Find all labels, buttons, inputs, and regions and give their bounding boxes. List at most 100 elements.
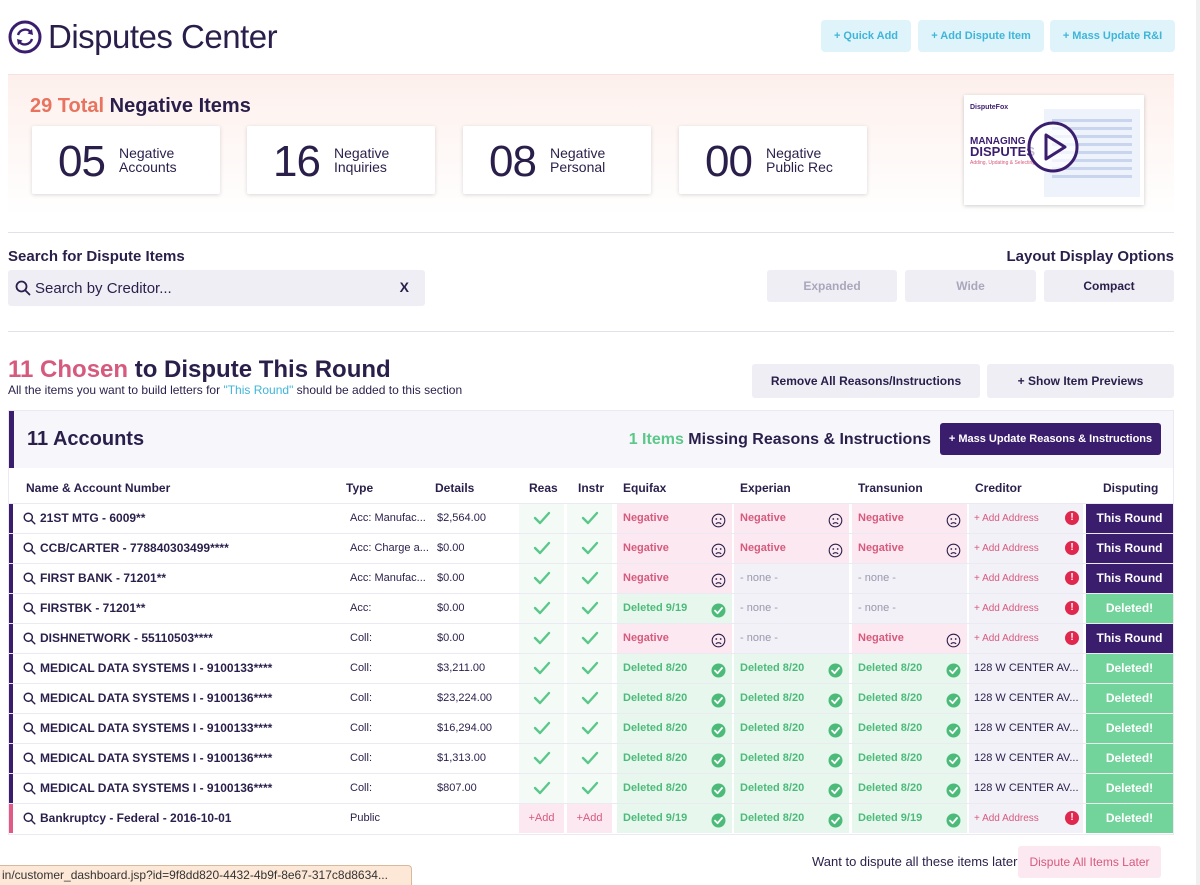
layout-compact-button[interactable]: Compact	[1044, 270, 1174, 302]
account-name-cell[interactable]: DISHNETWORK - 55110503****	[23, 624, 343, 653]
bureau-status-ex[interactable]: Deleted 8/20	[734, 654, 849, 683]
search-icon[interactable]	[23, 692, 36, 705]
bureau-status-ex[interactable]: Deleted 8/20	[734, 804, 849, 833]
reasons-cell[interactable]	[519, 534, 564, 563]
disputing-status-button[interactable]: Deleted!	[1086, 654, 1173, 683]
stat-negative-accounts[interactable]: 05 Negative Accounts	[32, 126, 220, 194]
col-header-experian[interactable]: Experian	[740, 481, 791, 495]
bureau-status-tu[interactable]: Negative	[852, 534, 967, 563]
instructions-cell[interactable]	[567, 684, 612, 713]
search-icon[interactable]	[23, 512, 36, 525]
bureau-status-tu[interactable]: Deleted 9/19	[852, 804, 967, 833]
bureau-status-tu[interactable]: Deleted 8/20	[852, 714, 967, 743]
col-header-name[interactable]: Name & Account Number	[26, 481, 171, 495]
search-icon[interactable]	[23, 662, 36, 675]
tutorial-video-thumbnail[interactable]: DisputeFox MANAGING DISPUTES Adding, Upd…	[964, 95, 1144, 205]
bureau-status-ex[interactable]: Deleted 8/20	[734, 714, 849, 743]
reasons-cell[interactable]	[519, 654, 564, 683]
reasons-cell[interactable]	[519, 624, 564, 653]
bureau-status-eq[interactable]: Deleted 8/20	[617, 744, 732, 773]
disputing-status-button[interactable]: Deleted!	[1086, 684, 1173, 713]
stat-negative-inquiries[interactable]: 16 Negative Inquiries	[247, 126, 435, 194]
show-item-previews-button[interactable]: + Show Item Previews	[987, 364, 1174, 398]
creditor-cell[interactable]: + Add Address!	[969, 624, 1083, 653]
bureau-status-eq[interactable]: Deleted 9/19	[617, 594, 732, 623]
bureau-status-tu[interactable]: Negative	[852, 624, 967, 653]
creditor-cell[interactable]: + Add Address!	[969, 504, 1083, 533]
disputing-status-button[interactable]: This Round	[1086, 624, 1173, 653]
instructions-cell[interactable]	[567, 534, 612, 563]
page-scrollbar[interactable]	[1196, 0, 1200, 885]
bureau-status-eq[interactable]: Deleted 8/20	[617, 684, 732, 713]
bureau-status-eq[interactable]: Deleted 8/20	[617, 714, 732, 743]
reasons-cell[interactable]: +Add	[519, 804, 564, 833]
layout-wide-button[interactable]: Wide	[905, 270, 1036, 302]
bureau-status-eq[interactable]: Negative	[617, 534, 732, 563]
creditor-cell[interactable]: + Add Address!	[969, 534, 1083, 563]
bureau-status-ex[interactable]: Negative	[734, 534, 849, 563]
bureau-status-eq[interactable]: Deleted 8/20	[617, 774, 732, 803]
disputing-status-button[interactable]: This Round	[1086, 564, 1173, 593]
reasons-cell[interactable]	[519, 774, 564, 803]
instructions-cell[interactable]	[567, 714, 612, 743]
creditor-cell[interactable]: + Add Address!	[969, 804, 1083, 833]
col-header-creditor[interactable]: Creditor	[975, 481, 1022, 495]
quick-add-button[interactable]: + Quick Add	[821, 20, 911, 52]
disputing-status-button[interactable]: Deleted!	[1086, 774, 1173, 803]
account-name-cell[interactable]: MEDICAL DATA SYSTEMS I - 9100133****	[23, 654, 343, 683]
bureau-status-eq[interactable]: Negative	[617, 564, 732, 593]
creditor-cell[interactable]: + Add Address!	[969, 564, 1083, 593]
account-name-cell[interactable]: 21ST MTG - 6009**	[23, 504, 343, 533]
table-row[interactable]: MEDICAL DATA SYSTEMS I - 9100136**** Coll…	[9, 773, 1173, 803]
col-header-type[interactable]: Type	[346, 481, 374, 495]
table-row[interactable]: MEDICAL DATA SYSTEMS I - 9100136**** Coll…	[9, 683, 1173, 713]
instructions-cell[interactable]: +Add	[567, 804, 612, 833]
bureau-status-tu[interactable]: - none -	[852, 594, 967, 623]
bureau-status-eq[interactable]: Deleted 9/19	[617, 804, 732, 833]
instructions-cell[interactable]	[567, 774, 612, 803]
bureau-status-eq[interactable]: Negative	[617, 504, 732, 533]
account-name-cell[interactable]: MEDICAL DATA SYSTEMS I - 9100136****	[23, 774, 343, 803]
disputing-status-button[interactable]: This Round	[1086, 534, 1173, 563]
search-clear-button[interactable]: X	[399, 279, 409, 295]
search-icon[interactable]	[23, 722, 36, 735]
reasons-cell[interactable]	[519, 504, 564, 533]
table-row[interactable]: CCB/CARTER - 778840303499**** Acc: Charge…	[9, 533, 1173, 563]
instructions-cell[interactable]	[567, 654, 612, 683]
instructions-cell[interactable]	[567, 564, 612, 593]
creditor-cell[interactable]: + Add Address!	[969, 594, 1083, 623]
table-row[interactable]: 21ST MTG - 6009** Acc: Manufac... $2,564.0…	[9, 503, 1173, 533]
bureau-status-ex[interactable]: - none -	[734, 564, 849, 593]
bureau-status-eq[interactable]: Negative	[617, 624, 732, 653]
search-icon[interactable]	[23, 602, 36, 615]
reasons-cell[interactable]	[519, 594, 564, 623]
reasons-cell[interactable]	[519, 684, 564, 713]
table-row[interactable]: Bankruptcy - Federal - 2016-10-01 Public +…	[9, 803, 1173, 833]
account-name-cell[interactable]: Bankruptcy - Federal - 2016-10-01	[23, 804, 343, 833]
disputing-status-button[interactable]: Deleted!	[1086, 744, 1173, 773]
creditor-cell[interactable]: 128 W CENTER AV...	[969, 774, 1083, 803]
mass-update-reasons-button[interactable]: + Mass Update Reasons & Instructions	[940, 423, 1161, 455]
col-header-reasons[interactable]: Reas	[529, 481, 558, 495]
table-row[interactable]: MEDICAL DATA SYSTEMS I - 9100133**** Coll…	[9, 653, 1173, 683]
table-row[interactable]: FIRSTBK - 71201** Acc: $0.00 Deleted 9/19- …	[9, 593, 1173, 623]
creditor-cell[interactable]: 128 W CENTER AV...	[969, 744, 1083, 773]
disputing-status-button[interactable]: Deleted!	[1086, 804, 1173, 833]
table-row[interactable]: FIRST BANK - 71201** Acc: Manufac... $0.00…	[9, 563, 1173, 593]
table-row[interactable]: MEDICAL DATA SYSTEMS I - 9100136**** Coll…	[9, 743, 1173, 773]
bureau-status-ex[interactable]: Deleted 8/20	[734, 684, 849, 713]
search-icon[interactable]	[23, 542, 36, 555]
bureau-status-tu[interactable]: Deleted 8/20	[852, 654, 967, 683]
add-dispute-item-button[interactable]: + Add Dispute Item	[918, 20, 1044, 52]
search-icon[interactable]	[23, 812, 36, 825]
disputing-status-button[interactable]: This Round	[1086, 504, 1173, 533]
bureau-status-ex[interactable]: Deleted 8/20	[734, 744, 849, 773]
bureau-status-tu[interactable]: Deleted 8/20	[852, 744, 967, 773]
account-name-cell[interactable]: MEDICAL DATA SYSTEMS I - 9100133****	[23, 714, 343, 743]
layout-expanded-button[interactable]: Expanded	[767, 270, 897, 302]
dispute-all-later-button[interactable]: Dispute All Items Later	[1018, 846, 1161, 878]
bureau-status-ex[interactable]: Negative	[734, 504, 849, 533]
bureau-status-ex[interactable]: - none -	[734, 624, 849, 653]
search-icon[interactable]	[23, 572, 36, 585]
bureau-status-tu[interactable]: Deleted 8/20	[852, 774, 967, 803]
